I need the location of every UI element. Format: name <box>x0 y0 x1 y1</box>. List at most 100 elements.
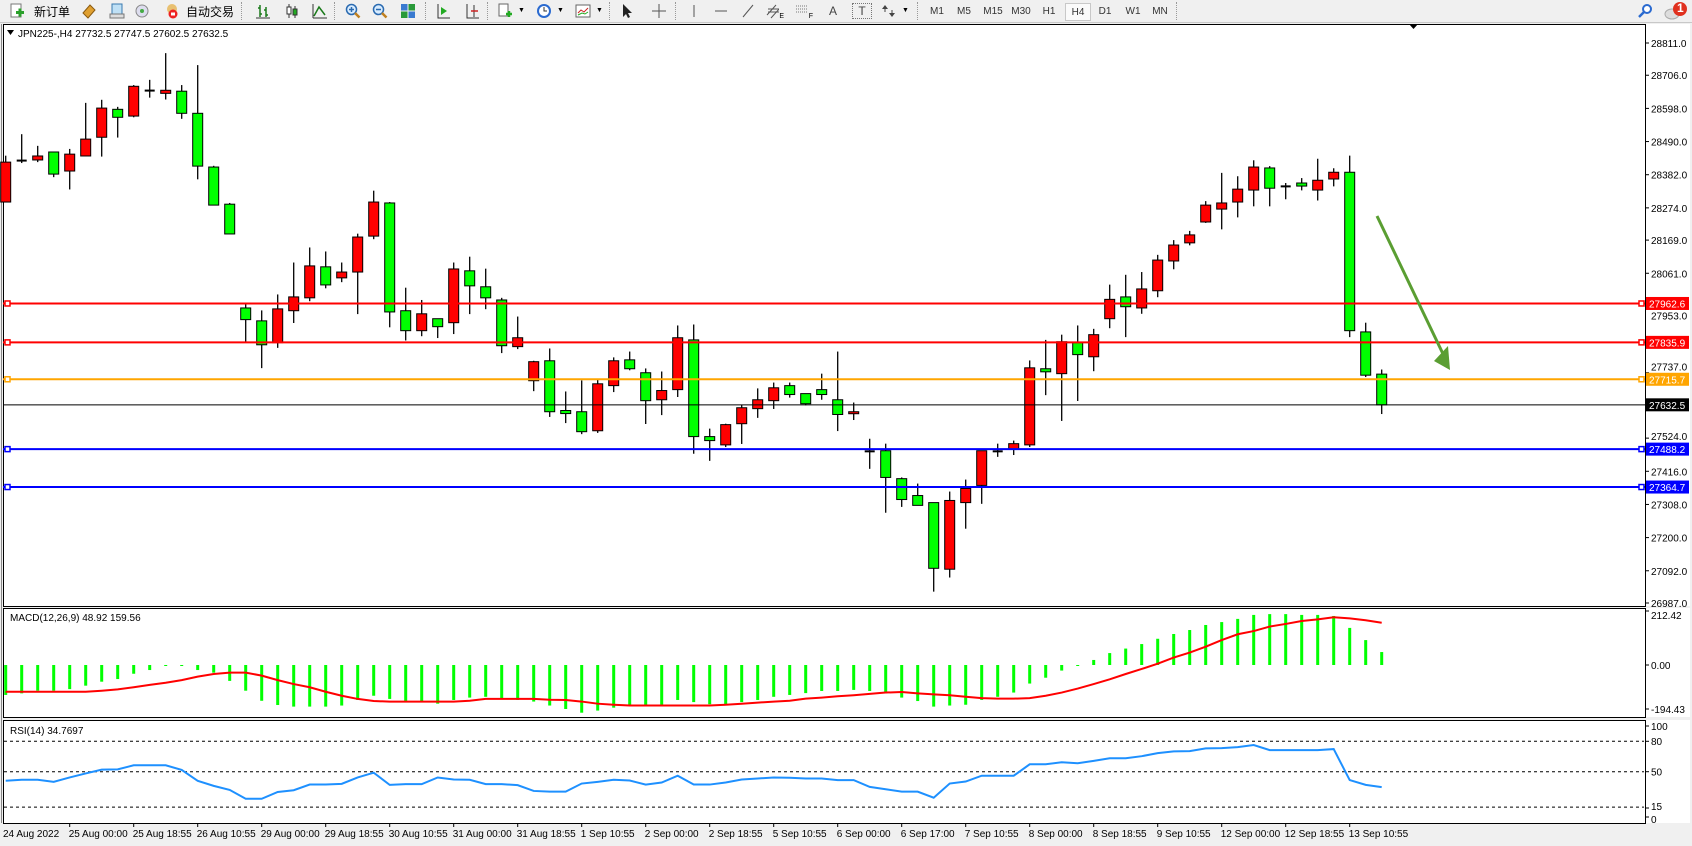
line-anchor-handle[interactable] <box>4 483 11 491</box>
candle[interactable] <box>320 251 332 289</box>
candle[interactable] <box>832 351 844 432</box>
search-button[interactable] <box>1636 2 1654 20</box>
candle[interactable] <box>1328 168 1340 187</box>
candle[interactable] <box>1296 178 1308 191</box>
line-anchor-handle[interactable] <box>1638 339 1645 346</box>
line-anchor-handle[interactable] <box>4 300 11 307</box>
timeframe-m5-button[interactable]: M5 <box>957 5 971 17</box>
candle[interactable] <box>144 79 155 98</box>
tile-windows-button[interactable] <box>399 2 417 20</box>
candle[interactable] <box>928 502 940 592</box>
candle[interactable] <box>1120 274 1132 338</box>
candle[interactable] <box>192 65 204 180</box>
horizontal-line-button[interactable] <box>712 2 730 20</box>
candle[interactable] <box>704 428 716 461</box>
timeframe-mn-button[interactable]: MN <box>1152 5 1168 17</box>
new-order-label[interactable]: 新订单 <box>33 4 70 19</box>
drawn-arrow-line[interactable] <box>1375 215 1446 357</box>
chart-menu-triangle-icon[interactable] <box>7 30 14 35</box>
candle[interactable] <box>1312 158 1324 201</box>
candle[interactable] <box>208 165 220 206</box>
timeframe-h1-button[interactable]: H1 <box>1042 5 1056 17</box>
candle[interactable] <box>1152 254 1164 298</box>
candle[interactable] <box>816 373 828 400</box>
chart-shift-button[interactable] <box>434 2 452 20</box>
timeframe-w1-button[interactable]: W1 <box>1125 5 1141 17</box>
candle[interactable] <box>992 443 1003 457</box>
candle[interactable] <box>544 348 556 417</box>
vertical-line-button[interactable] <box>685 2 703 20</box>
candle[interactable] <box>640 368 652 425</box>
line-anchor-handle[interactable] <box>1638 300 1645 307</box>
periods-dropdown-icon[interactable]: ▼ <box>557 7 564 14</box>
indicators-dropdown-icon[interactable]: ▼ <box>518 7 525 14</box>
candle[interactable] <box>1104 284 1116 329</box>
candle[interactable] <box>432 318 444 339</box>
label-tool-button[interactable]: A <box>828 4 837 18</box>
line-anchor-handle[interactable] <box>4 376 11 383</box>
candle[interactable] <box>608 357 620 393</box>
drawn-arrow-head-icon[interactable] <box>1434 346 1450 370</box>
candle[interactable] <box>528 360 540 392</box>
candle[interactable] <box>976 450 988 504</box>
candle[interactable] <box>688 324 700 454</box>
signals-button[interactable] <box>133 2 151 20</box>
arrows-dropdown-icon[interactable]: ▼ <box>902 7 909 14</box>
candle[interactable] <box>128 85 140 118</box>
candle[interactable] <box>624 351 636 371</box>
candle[interactable] <box>1216 172 1228 230</box>
candle[interactable] <box>1088 328 1100 372</box>
candle[interactable] <box>1360 322 1372 378</box>
crosshair-button[interactable] <box>650 2 668 20</box>
candle[interactable] <box>160 53 172 100</box>
candle[interactable] <box>576 380 588 435</box>
line-chart-button[interactable] <box>311 2 329 20</box>
candle[interactable] <box>944 491 956 578</box>
candle[interactable] <box>384 202 396 328</box>
autoscroll-button[interactable] <box>463 2 481 20</box>
candle[interactable] <box>1264 166 1276 207</box>
candle[interactable] <box>240 302 252 343</box>
line-anchor-handle[interactable] <box>4 339 11 346</box>
candle[interactable] <box>416 299 428 337</box>
candle[interactable] <box>112 106 124 138</box>
candle[interactable] <box>48 151 60 178</box>
price-pane[interactable] <box>0 53 1645 592</box>
trendline-button[interactable] <box>739 2 757 20</box>
candle[interactable] <box>368 190 380 240</box>
templates-button[interactable] <box>574 2 592 20</box>
notification-button[interactable]: 1 <box>1664 1 1690 20</box>
candle[interactable] <box>496 297 508 354</box>
candle[interactable] <box>1280 183 1291 200</box>
bar-chart-button[interactable] <box>254 2 272 20</box>
candle[interactable] <box>720 423 732 448</box>
line-anchor-handle[interactable] <box>1638 483 1645 491</box>
timeframe-m15-button[interactable]: M15 <box>983 5 1003 17</box>
candle[interactable] <box>560 391 572 424</box>
candle[interactable] <box>672 325 684 397</box>
candle[interactable] <box>896 477 908 507</box>
indicators-button[interactable] <box>496 2 514 20</box>
candle[interactable] <box>304 247 316 302</box>
candle[interactable] <box>1344 155 1356 338</box>
candle[interactable] <box>1136 272 1148 314</box>
candle[interactable] <box>400 287 412 341</box>
candle[interactable] <box>480 268 492 310</box>
candle[interactable] <box>336 262 348 283</box>
rsi-pane[interactable] <box>4 740 1644 808</box>
candle[interactable] <box>1168 240 1180 270</box>
text-tool-button[interactable]: T <box>852 3 872 19</box>
auto-trading-button[interactable] <box>163 2 181 20</box>
candle[interactable] <box>800 393 812 406</box>
history-button[interactable] <box>80 2 98 20</box>
timeframe-m1-button[interactable]: M1 <box>930 5 944 17</box>
line-anchor-handle[interactable] <box>4 445 11 453</box>
candle[interactable] <box>448 262 460 335</box>
fibonacci-button[interactable]: F <box>795 2 813 20</box>
timeframe-m30-button[interactable]: M30 <box>1011 5 1031 17</box>
candle[interactable] <box>256 310 268 369</box>
templates-dropdown-icon[interactable]: ▼ <box>596 7 603 14</box>
chart-shift-marker-icon[interactable] <box>1409 24 1418 29</box>
zoom-out-button[interactable] <box>371 2 389 20</box>
candle[interactable] <box>736 404 748 444</box>
